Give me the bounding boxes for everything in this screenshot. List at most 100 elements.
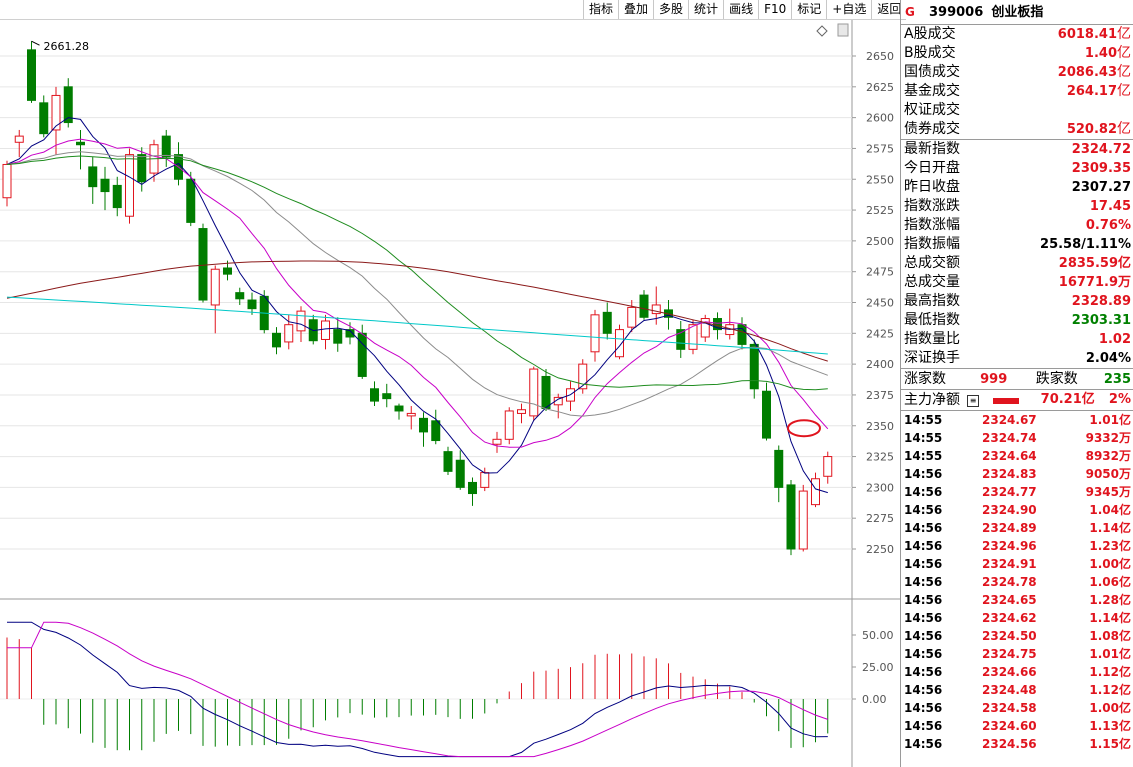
tick-row: 14:56 2324.75 1.01亿 (901, 645, 1133, 663)
tick-time: 14:56 (904, 557, 943, 571)
kline-chart[interactable]: 2650 2625 2600 2575 2550 2525 2500 2475 2450 2425… (0, 19, 900, 767)
candle-body (627, 306, 637, 328)
tick-volume: 1.01亿 (1089, 647, 1131, 661)
tick-price: 2324.91 (982, 557, 1037, 571)
candle-body (137, 154, 147, 183)
price-tick-label: 2425 (866, 327, 894, 340)
turnover-row: 债券成交 520.82亿 (901, 120, 1133, 139)
candle-body (161, 135, 171, 158)
g-icon[interactable]: G (905, 5, 915, 19)
tick-list[interactable]: 14:55 2324.67 1.01亿 14:55 2324.74 9332万 14:55 2… (901, 411, 1133, 753)
candle-body (88, 166, 98, 188)
index-stat-value: 2324.72 (1071, 142, 1131, 157)
tick-time: 14:56 (904, 647, 943, 661)
list-icon[interactable]: ≡ (967, 394, 980, 407)
price-tick-label: 2250 (866, 543, 894, 556)
high-price-label: 2661.28 (44, 40, 90, 53)
candle-body (272, 332, 281, 348)
turnover-label: 权证成交 (904, 102, 960, 118)
candle-body (492, 438, 502, 445)
tick-row: 14:55 2324.74 9332万 (901, 429, 1133, 447)
candle-body (296, 310, 306, 332)
tick-volume: 1.00亿 (1089, 701, 1131, 715)
tick-volume: 1.12亿 (1089, 683, 1131, 697)
toolbar-button[interactable]: 标记 (791, 0, 827, 20)
index-stat-row: 今日开盘 2309.35 (901, 159, 1133, 178)
tick-volume: 9050万 (1085, 467, 1131, 481)
index-stat-row: 最新指数 2324.72 (901, 140, 1133, 159)
tick-volume: 9332万 (1085, 431, 1131, 445)
toolbar-button[interactable]: 统计 (688, 0, 724, 20)
tick-time: 14:56 (904, 467, 943, 481)
candle-body (823, 456, 833, 477)
index-stat-label: 最新指数 (904, 141, 960, 157)
tick-row: 14:56 2324.83 9050万 (901, 465, 1133, 483)
tick-volume: 1.01亿 (1089, 413, 1131, 427)
tick-price: 2324.58 (982, 701, 1037, 715)
toolbar-button[interactable]: 指标 (583, 0, 619, 20)
tick-time: 14:56 (904, 719, 943, 733)
turnover-value: 6018.41亿 (1057, 26, 1131, 42)
tick-row: 14:56 2324.65 1.28亿 (901, 591, 1133, 609)
tick-row: 14:56 2324.60 1.13亿 (901, 717, 1133, 735)
candle-body (713, 318, 722, 331)
index-stat-label: 昨日收盘 (904, 179, 960, 195)
candle-body (100, 178, 110, 193)
candle-body (406, 412, 416, 417)
down-count-label: 跌家数 (1035, 371, 1078, 387)
tick-time: 14:56 (904, 539, 943, 553)
candle-body (186, 178, 196, 223)
price-tick-label: 2450 (866, 297, 894, 310)
candle-body (223, 267, 232, 275)
index-stat-row: 总成交额 2835.59亿 (901, 254, 1133, 273)
tick-price: 2324.89 (982, 521, 1037, 535)
turnover-label: 基金成交 (904, 83, 960, 99)
index-stat-label: 指数涨跌 (904, 198, 960, 214)
index-stats-section: 最新指数 2324.72 今日开盘 2309.35 昨日收盘 2307.27 指数涨跌 17.… (901, 140, 1133, 369)
main-flow-section: 主力净额 ≡ 70.21亿 2% (901, 390, 1133, 411)
tick-price: 2324.90 (982, 503, 1037, 517)
ma10-line (6, 138, 829, 448)
index-stat-row: 昨日收盘 2307.27 (901, 178, 1133, 197)
tick-price: 2324.60 (982, 719, 1037, 733)
tick-price: 2324.83 (982, 467, 1037, 481)
candle-body (529, 368, 539, 417)
toolbar-button[interactable]: 返回 (871, 0, 907, 20)
tick-row: 14:55 2324.64 8932万 (901, 447, 1133, 465)
tick-time: 14:56 (904, 575, 943, 589)
toolbar-button[interactable]: 多股 (653, 0, 689, 20)
index-stat-value: 2328.89 (1071, 294, 1131, 309)
marker-ellipse[interactable] (787, 419, 821, 438)
macd-tick-label: 0.00 (862, 693, 887, 706)
toolbar-button[interactable]: F10 (758, 0, 792, 20)
candle-body (357, 332, 367, 377)
tick-row: 14:56 2324.91 1.00亿 (901, 555, 1133, 573)
toolbar-button[interactable]: 叠加 (618, 0, 654, 20)
tick-time: 14:56 (904, 593, 943, 607)
candle-body (737, 324, 747, 345)
chart-scroll-handle[interactable] (837, 23, 849, 37)
kline-chart-area[interactable]: 2650 2625 2600 2575 2550 2525 2500 2475 2450 2425… (0, 19, 900, 767)
candle-body (455, 459, 465, 488)
toolbar-button[interactable]: 画线 (723, 0, 759, 20)
candle-body (321, 320, 330, 340)
turnover-label: 国债成交 (904, 64, 960, 80)
candle-body (468, 481, 477, 495)
toolbar-button[interactable]: +自选 (826, 0, 872, 20)
tick-volume: 1.04亿 (1089, 503, 1131, 517)
stock-header: G 399006 创业板指 (901, 0, 1133, 25)
candle-body (39, 102, 49, 135)
tick-row: 14:56 2324.62 1.14亿 (901, 609, 1133, 627)
price-tick-label: 2300 (866, 481, 894, 494)
price-tick-label: 2275 (866, 512, 894, 525)
turnover-row: 权证成交 (901, 101, 1133, 120)
diamond-icon[interactable] (816, 25, 828, 37)
candle-body (382, 393, 392, 400)
candle-body (63, 86, 73, 124)
tick-volume: 1.00亿 (1089, 557, 1131, 571)
index-stat-value: 2307.27 (1071, 180, 1131, 195)
candle-body (210, 268, 220, 306)
turnover-row: 国债成交 2086.43亿 (901, 63, 1133, 82)
flow-bar (993, 397, 1020, 404)
tick-volume: 1.06亿 (1089, 575, 1131, 589)
